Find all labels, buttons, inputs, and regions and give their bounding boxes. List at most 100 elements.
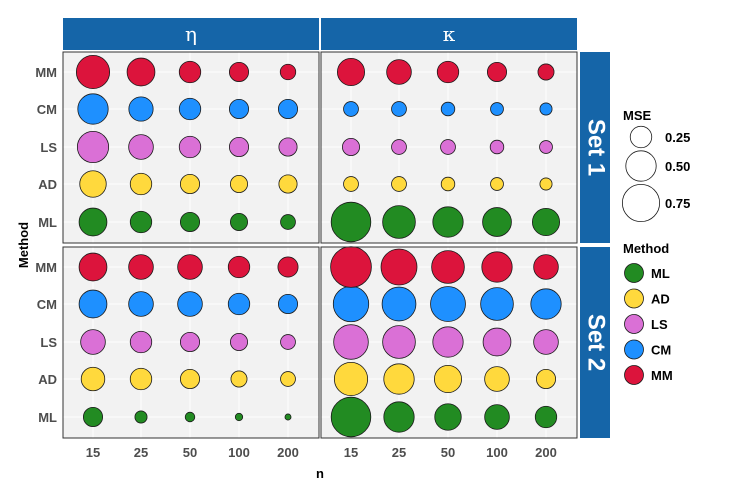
point-ml [484,404,510,430]
panel-border [320,246,578,439]
point-mm [533,254,559,280]
strip-right-label: Set 1 [583,119,610,176]
point-ml [280,214,296,230]
x-tick-label: 25 [392,445,406,460]
point-mm [380,248,418,286]
point-ls [280,334,296,350]
point-cm [381,286,417,322]
size-legend-key [621,183,661,223]
point-ad [129,172,153,196]
point-ls [482,327,512,357]
point-mm [227,255,251,279]
point-ml [434,403,462,431]
x-tick-label: 50 [441,445,455,460]
color-legend-key [624,263,644,283]
point-mm [481,251,513,283]
strip-top-1 [321,18,577,50]
size-legend-key [629,125,653,149]
point-ml [482,207,512,237]
y-tick-label: ML [38,215,57,230]
y-tick-label: AD [38,177,57,192]
point-ls [229,332,248,351]
point-ad [179,173,201,195]
point-mm [128,254,154,280]
point-mm [431,250,465,284]
color-legend-label: LS [651,317,668,332]
color-legend-label: ML [651,266,670,281]
size-legend-title: MSE [623,108,652,123]
point-ad [80,366,106,392]
point-mm [386,59,412,85]
x-tick-label: 100 [486,445,508,460]
y-axis-title: Method [16,222,31,268]
point-ad [343,176,359,192]
y-tick-label: LS [40,140,57,155]
size-legend-key [625,150,657,182]
point-cm [490,102,504,116]
point-ls [228,136,250,158]
strip-right-label: Set 2 [583,314,610,371]
x-axis-title: n [316,466,324,481]
point-ls [440,139,456,155]
strip-right-0 [580,52,610,243]
point-mm [279,63,297,81]
y-tick-label: LS [40,335,57,350]
color-legend-label: CM [651,343,671,358]
point-ml [330,201,372,243]
point-cm [277,293,299,315]
point-ls [489,139,505,155]
point-ls [80,329,106,355]
point-ad [383,363,415,395]
point-ml [179,211,201,233]
point-mm [486,61,508,83]
point-ls [278,137,298,157]
point-ml [383,401,415,433]
color-legend-key [624,365,644,385]
point-cm [128,291,154,317]
point-cm [178,97,202,121]
point-ls [432,326,464,358]
point-mm [177,254,203,280]
point-cm [77,93,109,125]
x-tick-label: 100 [228,445,250,460]
point-cm [430,286,466,322]
point-cm [391,101,407,117]
x-tick-label: 15 [344,445,358,460]
point-ad [280,371,296,387]
panel-border [62,246,320,439]
strip-right-1 [580,247,610,438]
point-ml [534,405,558,429]
y-tick-label: MM [35,260,57,275]
point-ad [129,367,153,391]
color-legend-title: Method [623,241,669,256]
point-ad [278,174,298,194]
point-ml [229,212,248,231]
point-mm [78,252,108,282]
color-legend-key [624,314,644,334]
point-ml [78,207,108,237]
point-ls [76,130,110,164]
point-cm [440,101,456,117]
point-ml [129,210,153,234]
point-mm [75,54,111,90]
point-cm [227,292,251,316]
point-ad [433,364,462,393]
point-cm [530,288,562,320]
point-cm [128,96,154,122]
point-ad [79,170,107,198]
point-ad [229,174,248,193]
y-tick-label: AD [38,372,57,387]
point-ml [234,412,244,422]
point-ml [134,410,148,424]
point-ml [532,207,561,236]
point-ls [178,135,202,159]
point-ls [333,324,369,360]
point-ls [539,140,553,154]
point-mm [178,60,202,84]
point-ad [333,361,369,397]
y-tick-label: ML [38,410,57,425]
point-ad [539,177,553,191]
strip-top-label: κ [443,22,456,46]
point-ml [184,411,196,423]
point-cm [78,289,108,319]
